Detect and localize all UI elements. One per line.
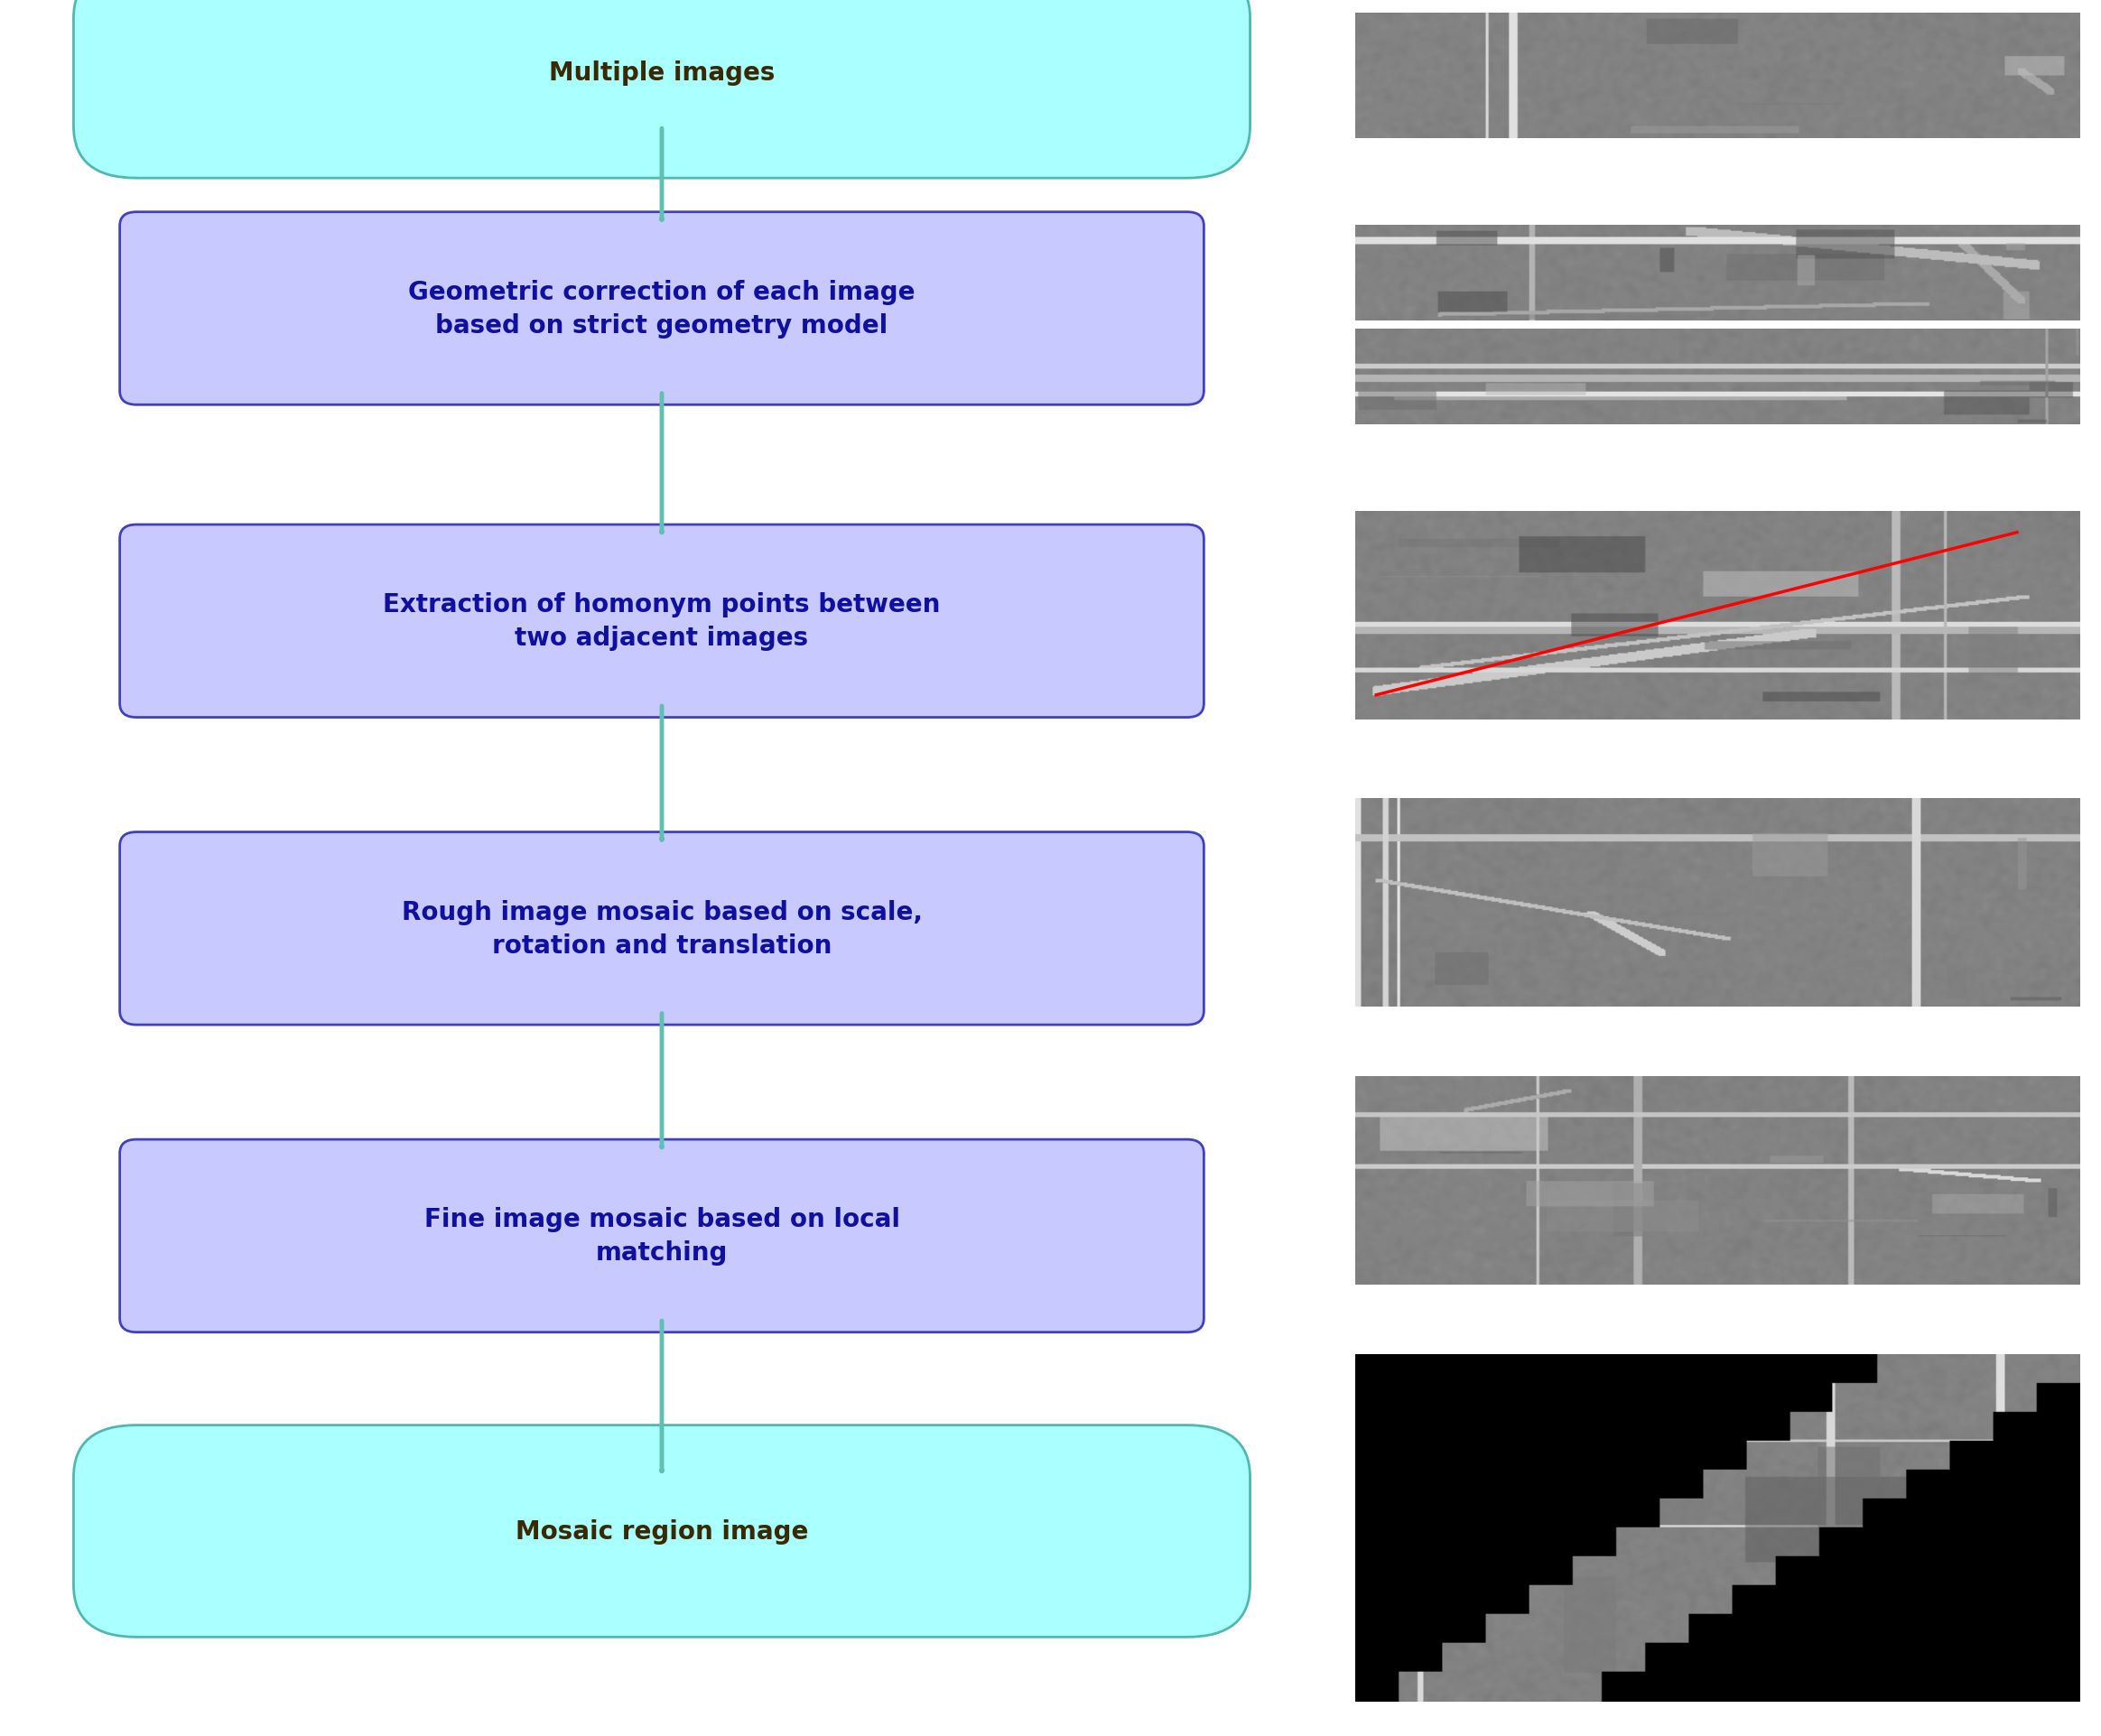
FancyBboxPatch shape — [120, 1139, 1204, 1333]
FancyBboxPatch shape — [74, 0, 1250, 179]
Text: Geometric correction of each image
based on strict geometry model: Geometric correction of each image based… — [408, 279, 916, 339]
Text: Fine image mosaic based on local
matching: Fine image mosaic based on local matchin… — [424, 1207, 899, 1266]
FancyBboxPatch shape — [120, 212, 1204, 406]
FancyBboxPatch shape — [74, 1425, 1250, 1637]
Text: Multiple images: Multiple images — [548, 61, 775, 85]
FancyBboxPatch shape — [120, 833, 1204, 1024]
FancyBboxPatch shape — [120, 526, 1204, 719]
Text: Extraction of homonym points between
two adjacent images: Extraction of homonym points between two… — [382, 592, 941, 651]
Text: Rough image mosaic based on scale,
rotation and translation: Rough image mosaic based on scale, rotat… — [401, 899, 922, 958]
Text: Mosaic region image: Mosaic region image — [515, 1519, 809, 1543]
